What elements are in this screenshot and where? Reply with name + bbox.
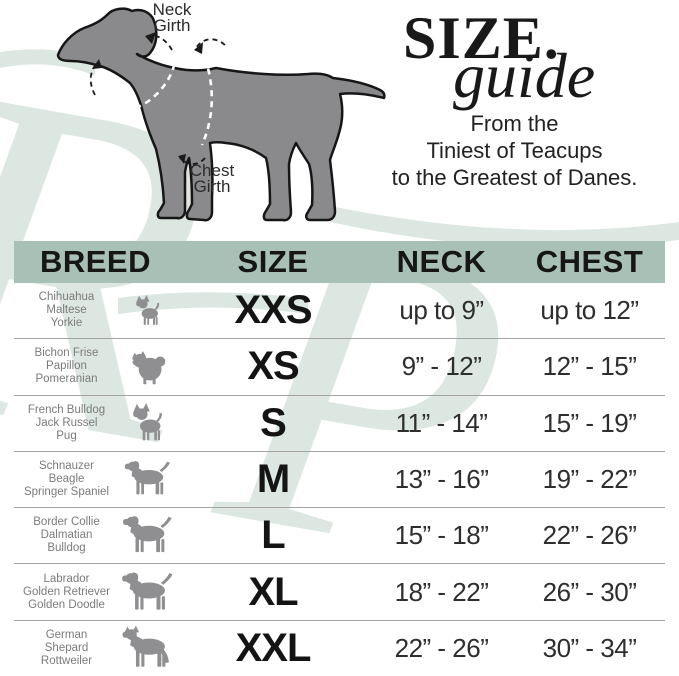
breed-list: Border Collie Dalmatian Bulldog [14, 516, 119, 555]
breed-name: Rottweiler [40, 654, 93, 667]
breed-name: Shepard [44, 641, 89, 654]
breed-name: French Bulldog [27, 403, 106, 416]
chest-value: up to 12” [540, 295, 639, 326]
neck-value: 13” - 16” [394, 463, 489, 494]
size-value: XS [247, 344, 299, 389]
neck-value: 22” - 26” [394, 632, 489, 663]
breed-name: Papillon [46, 360, 87, 373]
neck-value: 9” - 12” [401, 351, 482, 382]
german-shepherd-icon [119, 622, 177, 674]
column-header-chest: CHEST [535, 244, 644, 279]
breed-name: German [45, 628, 88, 641]
neck-girth-label: Neck Girth [152, 0, 192, 35]
size-value: XXS [234, 288, 312, 333]
chest-value: 22” - 26” [542, 520, 637, 551]
breed-name: Yorkie [50, 317, 83, 330]
neck-value: 11” - 14” [395, 407, 488, 438]
page-title-main: SIZE. [403, 5, 560, 71]
table-row-xl: Labrador Golden Retriever Golden Doodle … [14, 563, 665, 619]
size-table: BREED SIZE NECK CHEST [14, 241, 665, 676]
table-body: Chihuahua Maltese Yorkie XXS up to 9” up… [14, 283, 665, 676]
breed-name: Labrador [43, 572, 90, 585]
column-header-neck: NECK [396, 244, 487, 279]
chest-value: 26” - 30” [542, 576, 637, 607]
measurement-diagram: Neck Girth Chest Girth [38, 0, 390, 234]
table-row-m: Schnauzer Beagle Springer Spaniel M 13” … [14, 450, 665, 507]
neck-value: 18” - 22” [394, 576, 489, 607]
size-value: XL [248, 569, 298, 614]
page-title-script: guide [453, 40, 596, 111]
tagline-line: From the [470, 111, 559, 136]
column-header-size: SIZE [237, 244, 309, 279]
breed-list: Chihuahua Maltese Yorkie [14, 291, 119, 330]
neck-value: 15” - 18” [394, 520, 489, 551]
table-row-s: French Bulldog Jack Russel Pug S 11” - 1… [14, 394, 665, 451]
breed-name: Beagle [48, 472, 85, 485]
breed-list: Bichon Frise Papillon Pomeranian [14, 347, 119, 386]
tagline: From the Tiniest of Teacups to the Great… [350, 110, 679, 191]
chest-value: 30” - 34” [542, 632, 637, 663]
breed-list: French Bulldog Jack Russel Pug [14, 404, 119, 443]
neck-value: up to 9” [399, 295, 484, 326]
breed-name: Springer Spaniel [23, 485, 110, 498]
chest-value: 12” - 15” [542, 351, 637, 382]
breed-name: Maltese [46, 304, 87, 317]
chest-value: 19” - 22” [542, 463, 637, 494]
breed-name: Schnauzer [39, 459, 94, 472]
retriever-icon [119, 569, 177, 616]
breed-name: Bulldog [47, 542, 86, 555]
title-block: SIZE. guide From the Tiniest of Teacups … [350, 4, 679, 200]
measured-dog-illustration [56, 7, 386, 222]
breed-list: German Shepard Rottweiler [14, 629, 119, 668]
size-value: L [261, 513, 285, 558]
breed-name: Dalmatian [40, 529, 93, 542]
breed-name: Chihuahua [38, 291, 95, 304]
breed-name: Jack Russel [35, 416, 98, 429]
breed-name: Border Collie [33, 516, 100, 529]
pomeranian-icon [129, 348, 167, 386]
size-value: M [256, 456, 290, 501]
breed-list: Labrador Golden Retriever Golden Doodle [14, 573, 119, 612]
table-row-l: Border Collie Dalmatian Bulldog L 15” - … [14, 507, 665, 563]
tagline-line: Tiniest of Teacups [426, 138, 603, 163]
size-value: S [260, 400, 287, 445]
breed-name: Bichon Frise [34, 347, 99, 360]
chihuahua-icon [132, 295, 164, 327]
breed-name: Pug [56, 429, 77, 442]
size-value: XXL [235, 625, 312, 670]
breed-name: Golden Doodle [28, 598, 105, 611]
table-row-xs: Bichon Frise Papillon Pomeranian XS 9” -… [14, 338, 665, 394]
tagline-line: to the Greatest of Danes. [391, 165, 638, 190]
terrier-icon [122, 459, 174, 499]
table-header-row: BREED SIZE NECK CHEST [14, 241, 665, 283]
french-bulldog-icon [128, 403, 168, 443]
breed-list: Schnauzer Beagle Springer Spaniel [14, 460, 119, 499]
column-header-breed: BREED [39, 244, 151, 279]
breed-name: Golden Retriever [23, 585, 110, 598]
breed-name: Pomeranian [35, 373, 98, 386]
table-row-xxs: Chihuahua Maltese Yorkie XXS up to 9” up… [14, 283, 665, 338]
table-row-xxl: German Shepard Rottweiler XXL 22” - 26” … [14, 619, 665, 676]
chest-value: 15” - 19” [542, 407, 637, 438]
collie-icon [120, 514, 176, 557]
chest-girth-label: Chest Girth [189, 161, 235, 196]
